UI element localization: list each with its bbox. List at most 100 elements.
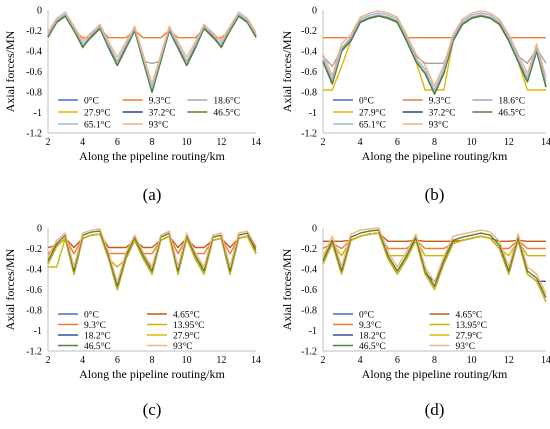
y-tick-label: -0.6 [301, 67, 317, 78]
y-axis-title: Axial forces/MN [280, 248, 294, 330]
legend-label: 0°C [84, 96, 99, 107]
y-tick-label: 0 [312, 224, 317, 235]
x-tick-label: 4 [80, 137, 85, 148]
legend-label: 18.6°C [213, 96, 240, 107]
x-tick-label: 6 [395, 137, 400, 148]
y-tick-label: -1 [34, 326, 42, 337]
x-axis-title: Along the pipeline routing/km [79, 367, 225, 381]
chart-panel: 0 -0.2 -0.4 -0.6 -0.8 -1 -1.2 2 4 6 8 10 12 14 Along t… [280, 224, 550, 420]
legend-label: 93°C [429, 120, 449, 131]
legend-label: 9.3°C [429, 96, 451, 107]
legend: 0°C 9.3°C 18.6°C 27.9°C 37.2°C 46.5°C 65.1°C 93… [58, 96, 240, 131]
legend-label: 27.9°C [84, 108, 111, 119]
x-tick-label: 2 [46, 137, 51, 148]
x-tick-label: 14 [251, 355, 261, 366]
y-tick-label: -0.8 [301, 88, 317, 99]
x-tick-label: 12 [216, 137, 226, 148]
x-tick-label: 4 [358, 137, 363, 148]
series-line [47, 233, 257, 291]
y-tick-label: -1 [309, 326, 317, 337]
legend-label: 27.9°C [173, 331, 200, 342]
legend: 0°C 4.65°C 9.3°C 13.95°C 18.2°C 27.9°C 46.5°C 9… [58, 310, 205, 352]
x-axis-title: Along the pipeline routing/km [362, 149, 508, 163]
x-tick-label: 4 [358, 355, 363, 366]
x-tick-label: 12 [504, 355, 514, 366]
legend-label: 65.1°C [84, 120, 111, 131]
series-line [47, 15, 257, 39]
y-tick-label: -0.4 [301, 47, 317, 58]
y-tick-label: -0.4 [26, 47, 42, 58]
legend-label: 46.5°C [498, 108, 525, 119]
y-tick-label: -1 [34, 108, 42, 119]
series-line [47, 11, 257, 85]
series-line [322, 12, 547, 91]
series-line [47, 15, 257, 91]
y-tick-label: -0.2 [301, 26, 317, 37]
y-tick-label: -1.2 [301, 129, 317, 140]
y-axis-title: Axial forces/MN [3, 248, 17, 330]
x-tick-label: 10 [467, 137, 477, 148]
legend-label: 0°C [84, 310, 99, 321]
y-axis-title: Axial forces/MN [280, 30, 294, 112]
y-tick-label: -0.4 [26, 265, 42, 276]
legend-label: 9.3°C [359, 320, 381, 331]
y-tick-label: -0.8 [301, 306, 317, 317]
legend-label: 0°C [359, 310, 374, 321]
y-tick-label: -0.2 [26, 244, 42, 255]
x-tick-label: 4 [80, 355, 85, 366]
legend-label: 27.9°C [456, 331, 483, 342]
panel-label: (a) [143, 185, 162, 204]
x-tick-label: 12 [216, 355, 226, 366]
series-line [322, 232, 547, 303]
x-tick-label: 2 [321, 137, 326, 148]
legend-label: 46.5°C [84, 341, 111, 352]
series-line [322, 227, 547, 294]
chart-panel: 0 -0.2 -0.4 -0.6 -0.8 -1 -1.2 2 4 6 8 10 12 14 Along t… [280, 6, 550, 205]
y-tick-label: 0 [37, 6, 42, 17]
panel-label: (d) [425, 400, 445, 419]
x-tick-label: 8 [150, 355, 155, 366]
legend-label: 18.2°C [84, 331, 111, 342]
x-axis-title: Along the pipeline routing/km [362, 367, 508, 381]
x-tick-label: 14 [541, 355, 550, 366]
panel-label: (c) [143, 400, 162, 419]
y-tick-label: -0.2 [301, 244, 317, 255]
x-tick-label: 12 [504, 137, 514, 148]
y-tick-label: -0.8 [26, 306, 42, 317]
series-line [47, 230, 257, 288]
x-tick-label: 14 [541, 137, 550, 148]
legend-label: 37.2°C [149, 108, 176, 119]
legend-label: 13.95°C [456, 320, 488, 331]
x-tick-label: 8 [432, 355, 437, 366]
legend-label: 0°C [359, 96, 374, 107]
x-tick-label: 2 [321, 355, 326, 366]
legend-label: 37.2°C [429, 108, 456, 119]
legend-label: 46.5°C [213, 108, 240, 119]
series-line [47, 15, 257, 93]
series-line [322, 10, 547, 87]
series-line [322, 229, 547, 299]
series-line [322, 232, 547, 303]
legend-label: 93°C [149, 120, 169, 131]
y-axis-title: Axial forces/MN [3, 30, 17, 112]
legend-label: 4.65°C [173, 310, 200, 321]
x-tick-label: 8 [432, 137, 437, 148]
chart-panel: 0 -0.2 -0.4 -0.6 -0.8 -1 -1.2 2 4 6 8 10 12 14 Along t… [3, 224, 261, 420]
y-tick-label: -0.6 [301, 285, 317, 296]
y-tick-label: -0.8 [26, 88, 42, 99]
series-line [47, 14, 257, 64]
legend: 0°C 4.65°C 9.3°C 13.95°C 18.2°C 27.9°C 46.5°C 9… [333, 310, 488, 352]
y-tick-label: -0.6 [26, 285, 42, 296]
legend-label: 46.5°C [359, 341, 386, 352]
x-tick-label: 8 [150, 137, 155, 148]
y-tick-label: -1.2 [26, 347, 42, 358]
y-tick-label: 0 [312, 6, 317, 17]
panel-label: (b) [425, 185, 445, 204]
x-axis-title: Along the pipeline routing/km [79, 149, 225, 163]
y-tick-label: -0.2 [26, 26, 42, 37]
series-line [47, 15, 257, 93]
series-line [47, 15, 257, 93]
x-tick-label: 6 [115, 137, 120, 148]
legend-label: 9.3°C [84, 320, 106, 331]
